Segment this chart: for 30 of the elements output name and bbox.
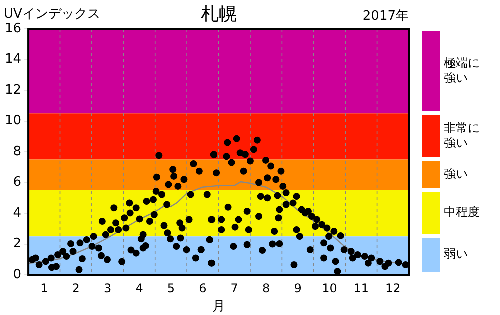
x-tick-label: 2	[72, 281, 80, 296]
y-tick-label: 8	[13, 144, 22, 160]
band-label: 極端に強い	[444, 56, 481, 86]
x-tick-label: 3	[104, 281, 112, 296]
band-label: 強い	[444, 166, 469, 182]
y-tick-label: 4	[13, 206, 22, 221]
band-label: 中程度	[444, 205, 481, 220]
x-tick-label: 11	[354, 281, 370, 296]
y-tick-label: 6	[13, 175, 22, 190]
x-tick-label: 1	[40, 281, 48, 296]
x-tick-label: 4	[136, 281, 144, 296]
x-tick-label: 5	[167, 281, 176, 296]
x-tick-label: 8	[262, 281, 270, 296]
y-tick-label: 0	[13, 267, 22, 282]
band-label: 非常に強い	[444, 121, 481, 152]
x-tick-label: 7	[230, 281, 238, 296]
band-label: 弱い	[444, 247, 469, 262]
y-tick-label: 2	[13, 236, 22, 252]
x-tick-label: 12	[386, 281, 401, 296]
x-axis-title: 月	[212, 300, 226, 315]
y-tick-label: 10	[4, 114, 22, 129]
text: 2017年	[362, 9, 409, 24]
chart-title: 札幌	[200, 4, 237, 25]
x-tick-label: 10	[322, 281, 338, 296]
y-tick-label: 14	[4, 52, 22, 68]
y-tick-label: 12	[4, 82, 22, 98]
y-axis-title: UVインデックス	[4, 7, 100, 22]
x-tick-label: 6	[199, 281, 207, 296]
x-tick-label: 9	[294, 281, 302, 296]
y-tick-label: 16	[4, 21, 22, 36]
